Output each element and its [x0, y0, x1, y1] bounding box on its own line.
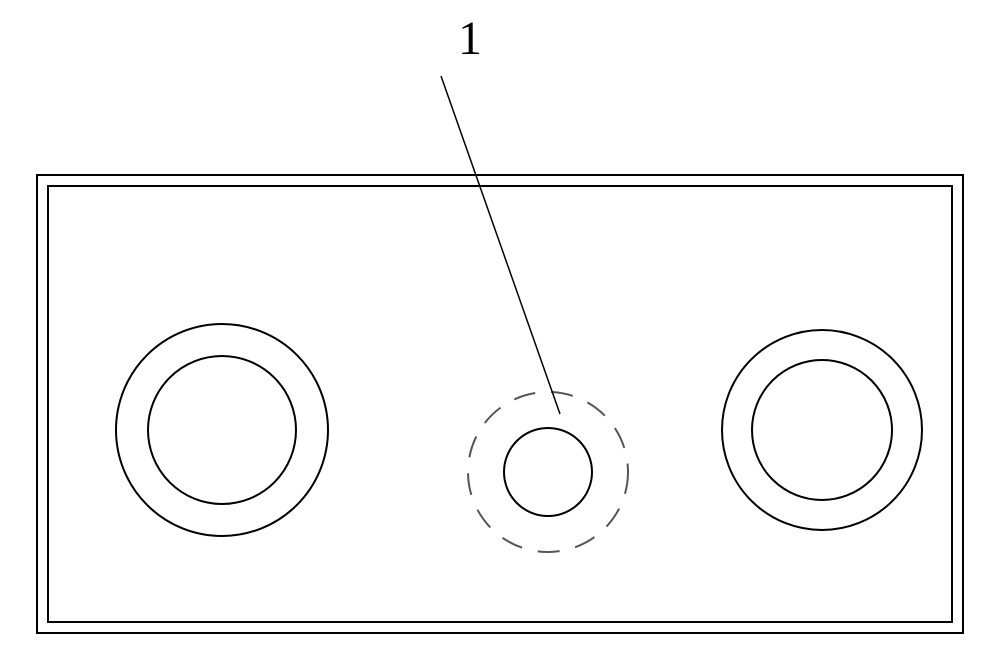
- callout-leader-line: [441, 76, 560, 414]
- center-hole-inner-circle: [504, 428, 592, 516]
- inner-rectangle: [48, 186, 952, 622]
- right-hole-inner-circle: [752, 360, 892, 500]
- center-hole-dashed-circle: [468, 392, 628, 552]
- callout-label: 1: [458, 12, 482, 65]
- left-hole-inner-circle: [148, 356, 296, 504]
- technical-diagram: 1: [0, 0, 1000, 666]
